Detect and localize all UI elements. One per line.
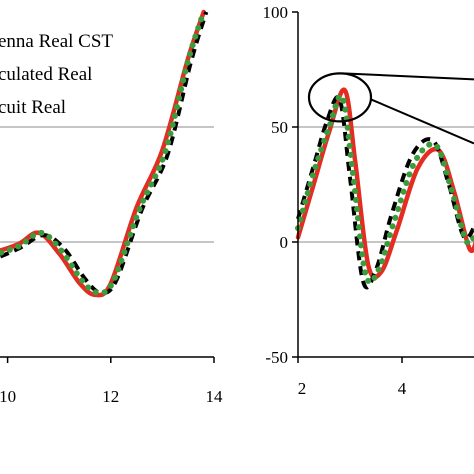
right-y-tick-labels: 100 50 0 -50 [263, 3, 298, 367]
left-series-2-line [0, 11, 209, 295]
legend: enna Real CST culated Real cuit Real [0, 31, 113, 118]
right-y-tick-label-3: -50 [265, 348, 288, 367]
legend-entry-3: cuit Real [0, 97, 66, 118]
left-gridlines [0, 126, 214, 243]
left-x-tick-label-0: 10 [0, 387, 16, 406]
callout-circle [307, 72, 373, 123]
legend-entry-1: enna Real CST [0, 31, 113, 52]
right-x-tick-label-0: 2 [298, 379, 307, 398]
legend-entry-2: culated Real [0, 64, 92, 85]
right-x-tick-label-1: 4 [398, 379, 407, 398]
right-series-3-line [295, 92, 474, 286]
left-series-1-line [0, 9, 206, 298]
left-x-tick-labels: 10 12 14 [0, 357, 223, 406]
left-series-3-line [0, 9, 207, 296]
right-y-tick-label-2: 0 [280, 233, 289, 252]
callout-line-bottom [370, 98, 474, 145]
left-x-tick-label-1: 12 [102, 387, 119, 406]
zoom-callout [307, 72, 474, 145]
right-series-2-line [296, 95, 474, 290]
right-series-group [295, 87, 474, 290]
callout-line-top [342, 72, 474, 81]
left-series-group [0, 9, 209, 298]
right-y-tick-label-0: 100 [263, 3, 289, 22]
left-chart: 10 12 14 enna Real CST culated Real cuit R… [0, 9, 223, 406]
left-x-tick-label-2: 14 [206, 387, 224, 406]
right-y-tick-label-1: 50 [271, 118, 288, 137]
